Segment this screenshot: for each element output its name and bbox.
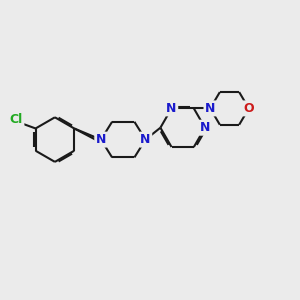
- Text: N: N: [200, 121, 210, 134]
- Text: O: O: [244, 102, 254, 115]
- Text: N: N: [140, 133, 151, 146]
- Text: Cl: Cl: [10, 113, 23, 126]
- Text: N: N: [96, 133, 106, 146]
- Text: N: N: [205, 102, 215, 115]
- Text: N: N: [167, 102, 177, 115]
